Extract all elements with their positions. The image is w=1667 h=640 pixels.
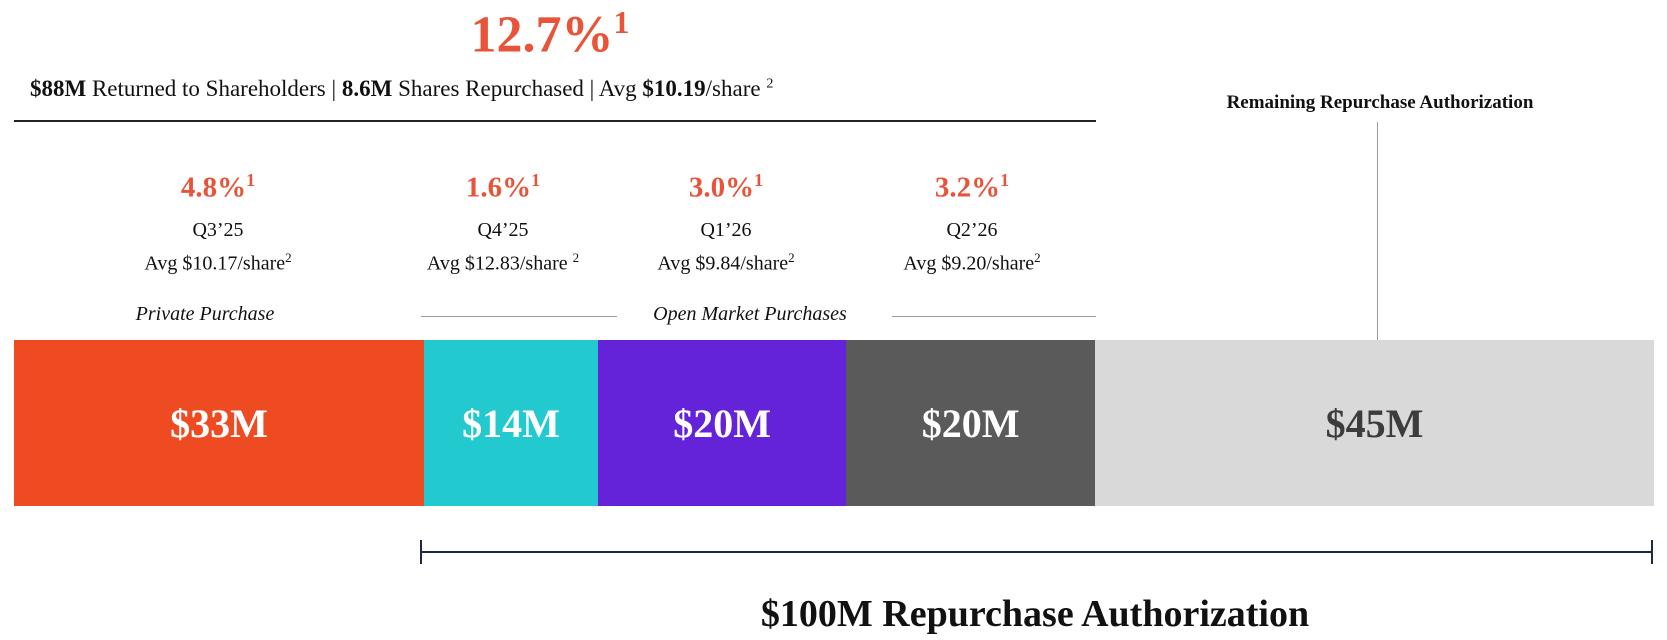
bar-segment-5: $45M [1094, 340, 1654, 506]
bar-segment-1: $33M [14, 340, 424, 506]
bar-segment-label: $14M [462, 400, 560, 446]
bar-segment-3: $20M [597, 340, 847, 506]
quarter-name: Q4’25 [477, 218, 529, 241]
quarter-avg: Avg $9.84/share2 [626, 243, 826, 279]
quarter-pct-footnote: 1 [754, 170, 764, 190]
quarter-pct-value: 3.2% [934, 171, 1001, 204]
avg-unit: /share [705, 76, 767, 101]
quarter-pct: 3.2%1 [872, 163, 1072, 205]
summary-divider [14, 120, 1096, 122]
open-market-rule-left [421, 316, 617, 317]
quarter-avg-value: Avg $12.83/share [426, 252, 573, 275]
quarter-pct-value: 3.0% [688, 171, 755, 204]
authorization-total-label: $100M Repurchase Authorization [760, 593, 1310, 635]
headline-percentage: 12.7%1 [430, 4, 670, 64]
headline-pct-footnote: 1 [613, 4, 630, 40]
authorization-bracket [421, 551, 1653, 553]
quarter-avg-value: Avg $9.84/share [657, 252, 789, 275]
open-market-rule-right [892, 316, 1096, 317]
bar-segment-label: $20M [921, 400, 1020, 446]
bracket-left-end [420, 540, 422, 564]
quarter-pct: 4.8%1 [118, 163, 318, 205]
bracket-right-end [1651, 540, 1653, 564]
quarter-avg-footnote: 2 [1034, 249, 1041, 265]
quarter-pct-value: 4.8% [180, 171, 247, 204]
summary-footnote: 2 [766, 76, 774, 92]
quarter-q2-26: 3.2%1 Q2’26 Avg $9.20/share2 [872, 163, 1072, 278]
quarter-q4-25: 1.6%1 Q4’25 Avg $12.83/share 2 [403, 163, 603, 278]
quarter-pct: 1.6%1 [403, 163, 603, 205]
bar-segment-label: $33M [170, 400, 268, 446]
stacked-bar: $33M $14M $20M $20M $45M [14, 340, 1654, 506]
quarter-avg-value: Avg $10.17/share [144, 252, 286, 275]
avg-value: $10.19 [642, 76, 706, 101]
remaining-leader-line [1377, 122, 1378, 340]
quarter-pct-footnote: 1 [246, 170, 256, 190]
quarter-pct-value: 1.6% [465, 171, 532, 204]
returned-value: $88M [30, 76, 87, 101]
quarter-avg-footnote: 2 [572, 249, 580, 265]
quarter-avg: Avg $9.20/share2 [872, 243, 1072, 279]
remaining-authorization-label: Remaining Repurchase Authorization [1226, 92, 1534, 113]
bar-segment-2: $14M [424, 340, 598, 506]
quarter-name: Q1’26 [700, 218, 752, 241]
quarter-pct: 3.0%1 [626, 163, 826, 205]
quarter-avg-footnote: 2 [285, 249, 292, 265]
quarter-pct-footnote: 1 [1000, 170, 1010, 190]
summary-line: $88M Returned to Shareholders | 8.6M Sha… [30, 76, 773, 102]
private-purchase-label: Private Purchase [135, 303, 275, 325]
shares-value: 8.6M [341, 76, 393, 101]
quarter-avg-footnote: 2 [788, 249, 795, 265]
quarter-name: Q3’25 [192, 218, 244, 241]
bar-segment-4: $20M [846, 340, 1095, 506]
bar-segment-label: $45M [1325, 400, 1424, 446]
returned-text: Returned to Shareholders | [86, 76, 342, 101]
shares-text: Shares Repurchased | Avg [392, 76, 643, 101]
open-market-label: Open Market Purchases [653, 303, 847, 325]
quarter-avg: Avg $12.83/share 2 [403, 243, 603, 279]
quarter-avg: Avg $10.17/share2 [118, 243, 318, 279]
quarter-avg-value: Avg $9.20/share [903, 252, 1035, 275]
quarter-name: Q2’26 [946, 218, 998, 241]
quarter-pct-footnote: 1 [531, 170, 541, 190]
bar-segment-label: $20M [673, 400, 772, 446]
quarter-q3-25: 4.8%1 Q3’25 Avg $10.17/share2 [118, 163, 318, 278]
quarter-q1-26: 3.0%1 Q1’26 Avg $9.84/share2 [626, 163, 826, 278]
headline-pct-value: 12.7% [470, 6, 614, 64]
